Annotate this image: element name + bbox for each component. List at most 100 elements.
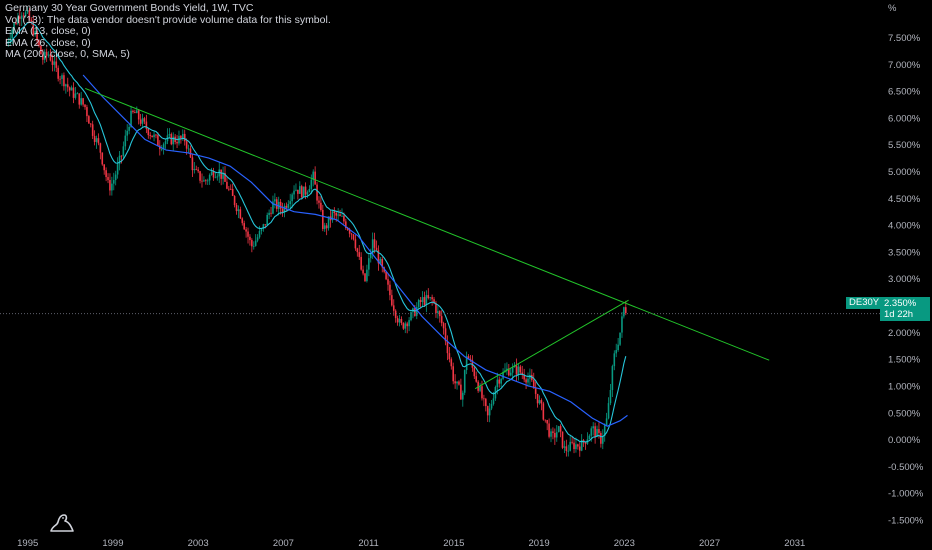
candle-body	[448, 353, 451, 360]
x-axis[interactable]: 1995 1999 2003 2007 2011 2015 2019 2023 2027 2031	[17, 538, 805, 549]
candle-body	[323, 225, 326, 229]
candle-body	[607, 403, 610, 419]
candle-body	[354, 239, 357, 249]
candle-body	[206, 180, 209, 182]
candle-body	[517, 366, 520, 375]
candle-body	[89, 123, 92, 125]
candle-body	[310, 179, 313, 189]
candle-body	[605, 418, 608, 426]
candle-body	[575, 444, 577, 450]
candle-body	[534, 388, 537, 394]
candle-body	[224, 172, 226, 182]
candle-body	[373, 239, 376, 248]
candle-body	[577, 444, 579, 447]
candle-body	[433, 299, 435, 304]
plot-area[interactable]	[0, 6, 880, 457]
legend-ema26[interactable]: EMA (26, close, 0)	[5, 36, 91, 49]
legend-vol[interactable]: Vol (13): The data vendor doesn't provid…	[5, 13, 331, 26]
candle-body	[13, 22, 15, 30]
chart-title[interactable]: Germany 30 Year Government Bonds Yield, …	[5, 2, 254, 14]
candle-body	[143, 118, 146, 122]
candle-body	[109, 180, 111, 191]
candle-body	[304, 186, 307, 195]
candle-body	[550, 431, 552, 437]
candle-body	[314, 171, 316, 185]
candle-body	[283, 205, 286, 213]
candle-body	[611, 366, 614, 391]
candle-body	[141, 118, 144, 124]
candle-body	[59, 78, 61, 80]
candle-body	[157, 135, 159, 146]
candle-body	[241, 218, 244, 224]
candle-body	[536, 393, 539, 404]
candle-body	[285, 205, 288, 208]
candle-body	[391, 295, 393, 306]
bar-countdown: 1d 22h	[884, 309, 914, 320]
candle-body	[502, 372, 504, 379]
candle-body	[9, 38, 12, 42]
y-tick-label: 1.500%	[888, 355, 921, 366]
legend-ema13[interactable]: EMA (13, close, 0)	[5, 25, 91, 37]
candle-body	[406, 323, 408, 327]
candle-body	[596, 429, 598, 437]
candle-body	[322, 209, 324, 229]
candle-body	[228, 188, 230, 190]
candle-body	[486, 406, 489, 416]
candle-body	[74, 93, 77, 98]
candle-body	[613, 353, 616, 367]
candle-body	[68, 87, 71, 91]
candle-body	[149, 135, 152, 136]
candle-body	[243, 223, 245, 230]
candle-body	[511, 367, 514, 373]
candle-body	[260, 228, 263, 232]
candle-body	[65, 84, 67, 87]
trendline-short[interactable]	[474, 299, 629, 390]
candle-body	[377, 250, 380, 264]
candle-body	[95, 138, 98, 142]
candle-body	[473, 367, 476, 377]
y-tick-label: 4.000%	[888, 221, 921, 232]
candle-body	[552, 431, 554, 433]
candle-body	[431, 297, 433, 300]
candle-body	[185, 141, 188, 149]
x-tick-label: 2003	[188, 538, 209, 549]
legend-ma200[interactable]: MA (200, close, 0, SMA, 5)	[5, 48, 130, 60]
y-tick-label: -1.500%	[888, 515, 924, 526]
candle-body	[272, 201, 274, 214]
candle-body	[467, 356, 470, 359]
candle-body	[233, 195, 236, 205]
candle-body	[450, 359, 453, 367]
candle-body	[111, 183, 113, 191]
candle-body	[45, 51, 48, 56]
candle-body	[30, 19, 33, 22]
candle-body	[193, 168, 196, 171]
candle-body	[124, 135, 127, 147]
candle-body	[34, 30, 36, 35]
candle-body	[306, 192, 309, 195]
candle-body	[603, 425, 606, 436]
candle-body	[437, 311, 439, 314]
trendlines[interactable]	[85, 87, 770, 390]
candle-body	[481, 386, 483, 399]
candle-body	[438, 311, 441, 317]
trendline-long[interactable]	[85, 87, 770, 361]
y-axis[interactable]: 7.500% 7.000% 6.500% 6.000% 5.500% 5.000% 4.50…	[888, 33, 924, 526]
tradingview-logo-icon[interactable]	[49, 513, 75, 538]
candle-body	[122, 146, 125, 157]
candle-body	[258, 231, 261, 238]
candle-body	[126, 130, 129, 136]
candle-body	[268, 212, 270, 215]
candle-body	[99, 143, 102, 153]
x-tick-label: 2011	[358, 538, 378, 549]
candle-body	[496, 379, 499, 388]
candle-body	[15, 22, 17, 24]
candle-body	[78, 93, 81, 105]
candle-body	[76, 93, 79, 95]
candle-body	[538, 400, 541, 404]
candle-body	[404, 323, 407, 329]
candle-body	[55, 61, 58, 68]
candle-body	[103, 164, 105, 171]
candle-body	[615, 350, 618, 354]
y-tick-label: 3.500%	[888, 247, 921, 258]
